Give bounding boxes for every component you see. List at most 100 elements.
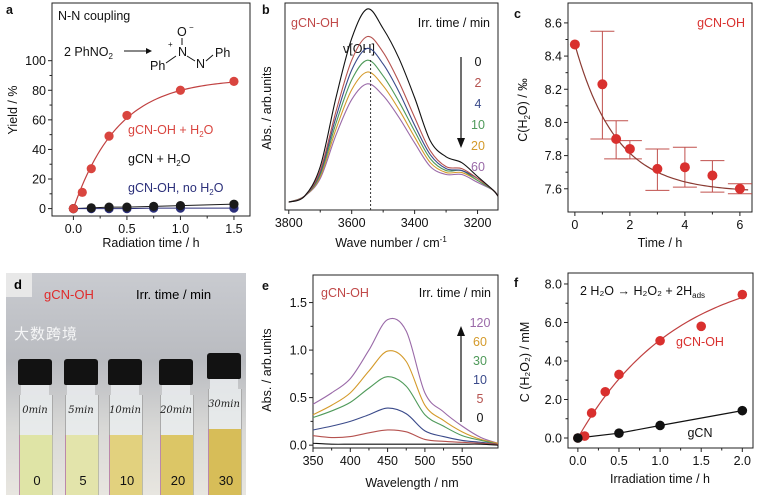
spectrum-line — [288, 35, 499, 203]
reaction-scheme: 2 PhNO2 O − + N N Ph Ph — [64, 23, 230, 73]
y-axis-label-f: C (H₂O₂) / mM — [518, 322, 532, 403]
vial-glass — [109, 395, 143, 435]
panel-letter-c: c — [514, 7, 521, 21]
panel-a-title: N-N coupling — [58, 9, 130, 23]
vial-neck — [162, 385, 190, 395]
vial-liquid — [160, 435, 194, 495]
x-tick-label: 0 — [571, 218, 578, 232]
x-tick-label: 450 — [377, 454, 398, 468]
y-axis-label-e: Abs. / arb.units — [260, 328, 274, 411]
series-label-gcn-h2o: gCN + H2O — [128, 152, 191, 168]
bond-ph-n — [165, 55, 177, 64]
panel-c-sample: gCN-OH — [697, 16, 745, 30]
y-tick-label: 8.6 — [545, 16, 562, 30]
vial-cap — [159, 359, 193, 385]
x-tick-label: 0.5 — [610, 454, 627, 468]
y-axis-label-b: Abs. / arb.units — [260, 66, 274, 149]
data-point — [569, 39, 580, 50]
arrow-down-icon — [457, 138, 465, 148]
vial-cap — [18, 359, 52, 385]
x-axis-label-a: Radiation time / h — [102, 236, 199, 250]
y-tick-label: 7.8 — [545, 149, 562, 163]
x-tick-label: 350 — [303, 454, 324, 468]
x-tick-label: 3400 — [401, 216, 429, 230]
legend-entry: 2 — [475, 76, 482, 90]
legend-entry: 30 — [473, 354, 487, 368]
y-axis-label-c: C(H2O) / ‰ — [516, 78, 532, 142]
series-label-gcn-oh-no-h2o: gCN-OH, no H2O — [128, 181, 224, 197]
nitrogen-atom-1: N — [178, 45, 187, 59]
x-axis-label-e: Wavelength / nm — [365, 476, 458, 490]
vial-cap — [207, 353, 241, 379]
vial-glass — [19, 395, 53, 435]
x-tick-label: 2 — [626, 218, 633, 232]
panel-letter-a: a — [6, 3, 14, 17]
vial-liquid — [19, 435, 53, 495]
x-axis-label-c: Time / h — [638, 236, 683, 250]
x-tick-label: 0.5 — [118, 222, 135, 236]
x-axis-label-b: Wave number / cm-1 — [335, 235, 447, 250]
vial-liquid — [109, 435, 143, 495]
vial-neck — [111, 385, 139, 395]
spectrum-line — [312, 317, 499, 444]
spectrum-line — [312, 429, 499, 445]
data-point — [707, 170, 718, 181]
vial-cap — [108, 359, 142, 385]
reactant: 2 PhNO2 — [64, 45, 113, 61]
x-tick-label: 3600 — [338, 216, 366, 230]
legend-entry: 60 — [473, 335, 487, 349]
spectrum-line — [312, 376, 499, 445]
data-point — [600, 386, 611, 397]
arrow-up-icon — [457, 326, 465, 336]
panel-letter-b: b — [262, 3, 270, 17]
plot-frame-b — [284, 2, 499, 211]
data-point — [104, 202, 114, 212]
y-tick-label: 0.0 — [290, 439, 307, 453]
data-point — [86, 203, 96, 213]
data-point — [586, 408, 597, 418]
vial-time-label: 30 — [218, 473, 234, 488]
y-tick-label: 1.5 — [290, 296, 307, 310]
vial-glass — [160, 395, 194, 435]
x-tick-label: 1.5 — [225, 222, 242, 236]
panel-letter-e: e — [262, 279, 269, 293]
vial-time-label: 0 — [33, 473, 41, 488]
data-point — [655, 335, 665, 346]
photo-sample-label: gCN-OH — [44, 287, 94, 302]
legend-entry: 0 — [477, 411, 484, 425]
legend-entry: 0 — [475, 55, 482, 69]
vial-glass — [65, 395, 99, 435]
data-point — [229, 199, 239, 209]
series-label-gcn-oh: gCN-OH — [676, 335, 724, 349]
y-axis-label-a: Yield / % — [6, 86, 20, 135]
plot-frame-c — [567, 2, 753, 213]
data-point — [229, 76, 239, 86]
y-tick-label: 8.0 — [545, 277, 562, 291]
y-tick-label: 80 — [32, 84, 46, 98]
panel-letter-d: d — [14, 277, 22, 292]
data-point — [122, 110, 132, 121]
spectrum-line — [312, 442, 499, 446]
vial-neck — [67, 385, 95, 395]
y-tick-label: 0.0 — [545, 431, 562, 445]
plot-frame-a — [51, 2, 251, 217]
vial-glass — [208, 389, 242, 429]
x-tick-label: 3200 — [464, 216, 492, 230]
plot-frame-e — [312, 274, 499, 449]
vial-handwritten-label: 30min — [208, 399, 240, 410]
x-tick-label: 550 — [452, 454, 473, 468]
charge-plus: + — [168, 40, 173, 49]
x-axis-label-f: Irradiation time / h — [610, 472, 710, 486]
x-tick-label: 0.0 — [65, 222, 82, 236]
data-point — [77, 187, 87, 197]
spectrum-line — [288, 83, 499, 203]
data-point — [68, 204, 79, 214]
spectrum-line — [288, 8, 499, 203]
y-tick-label: 0 — [39, 202, 46, 216]
panel-letter-f: f — [514, 276, 519, 290]
vial-cap — [64, 359, 98, 385]
vial-handwritten-label: 20min — [160, 405, 192, 416]
x-tick-label: 3800 — [275, 216, 303, 230]
legend-entry: 5 — [477, 392, 484, 406]
